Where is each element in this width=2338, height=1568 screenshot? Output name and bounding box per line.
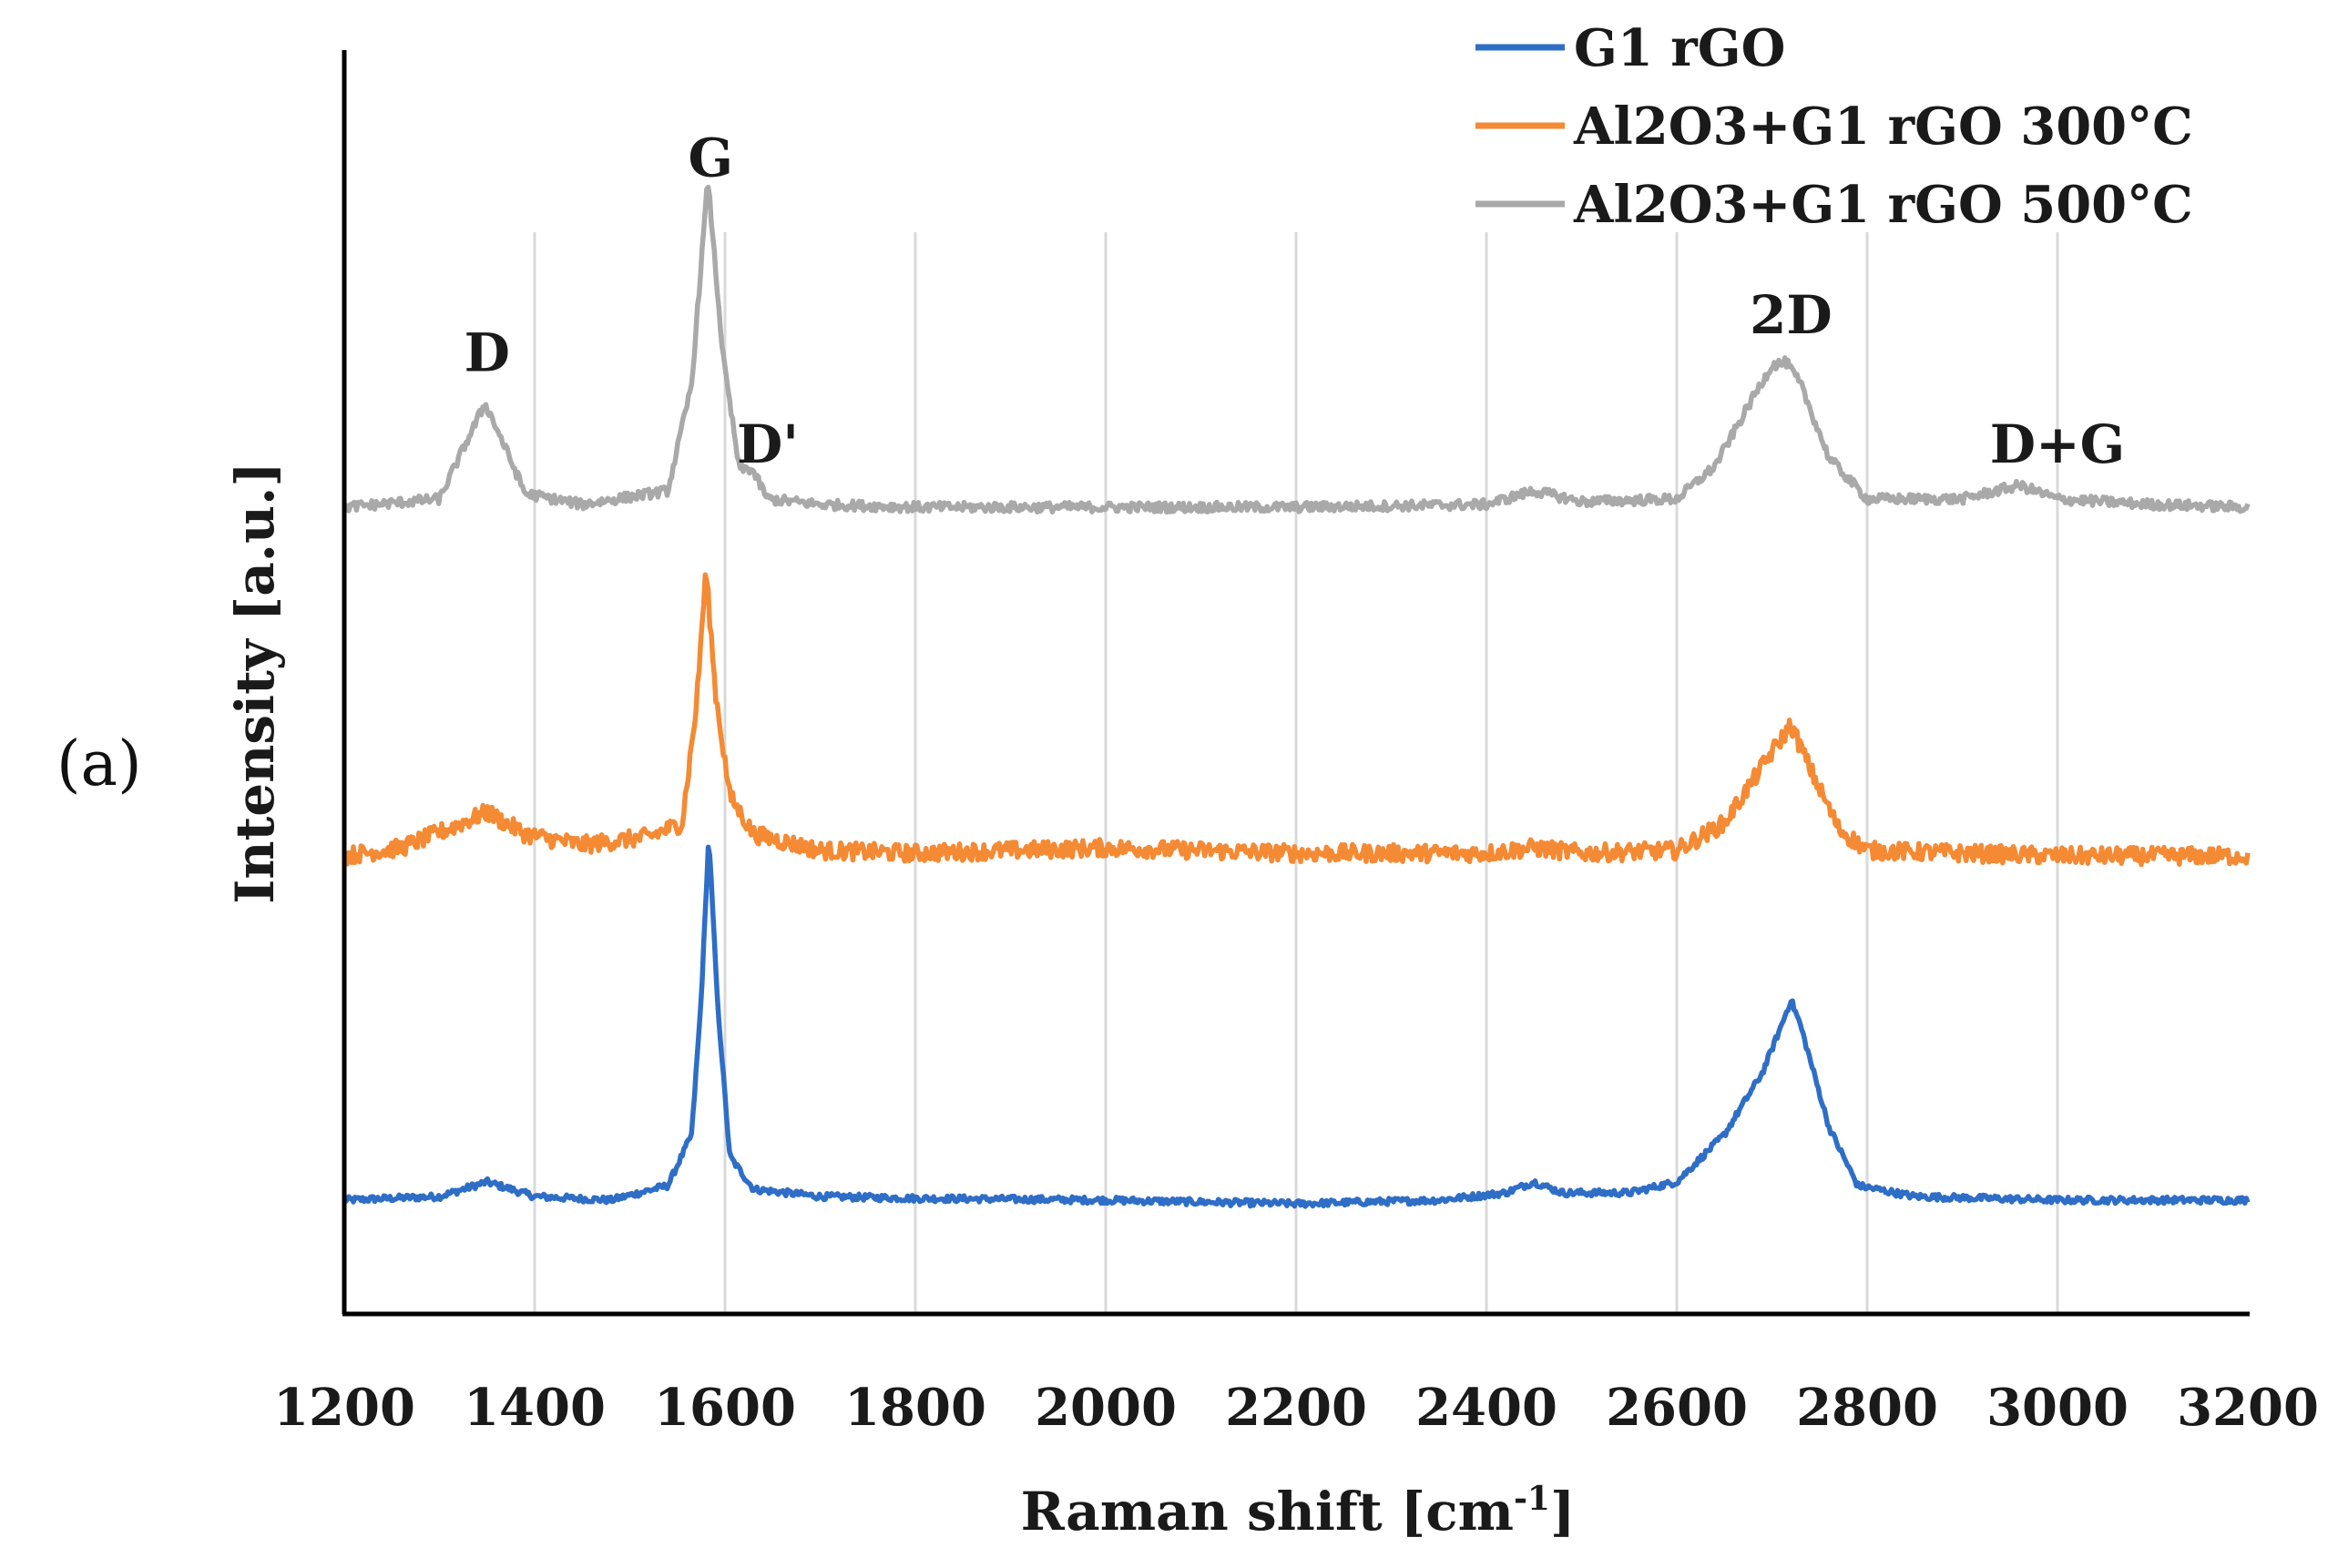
legend-label: Al2O3+G1 rGO 500°C <box>1573 175 2193 235</box>
legend-label: Al2O3+G1 rGO 300°C <box>1573 97 2193 157</box>
x-tick-label: 1200 <box>273 1378 415 1438</box>
x-tick-label: 3000 <box>1986 1378 2129 1438</box>
x-tick-label: 2000 <box>1035 1378 1177 1438</box>
x-axis-label: Raman shift [cm-1] <box>1021 1480 1576 1543</box>
x-tick-label: 1400 <box>464 1378 606 1438</box>
series-line <box>342 572 2251 868</box>
peak-label: D+G <box>1990 413 2125 475</box>
x-tick-label: 3200 <box>2177 1378 2319 1438</box>
x-tick-label: 2800 <box>1796 1378 1938 1438</box>
peak-label: G <box>689 127 734 189</box>
x-tick-label: 2200 <box>1225 1378 1367 1438</box>
x-tick-label: 1600 <box>654 1378 796 1438</box>
peak-label: D' <box>737 413 799 475</box>
y-axis-label: Intensity [a.u.] <box>224 462 286 904</box>
series-line <box>342 844 2251 1209</box>
x-gridlines <box>533 232 2059 1314</box>
x-axis-label-suffix: ] <box>1550 1481 1575 1543</box>
x-tick-label: 1800 <box>844 1378 986 1438</box>
legend-label: G1 rGO <box>1574 18 1785 78</box>
axes <box>342 50 2250 1317</box>
series-line <box>342 184 2251 515</box>
x-tick-label: 2600 <box>1606 1378 1748 1438</box>
x-tick-labels: 1200 1400 1600 1800 2000 2200 2400 2600 2800 3000… <box>273 1378 2319 1438</box>
peak-labels: D G D' 2D D+G <box>465 127 2126 475</box>
legend: G1 rGO Al2O3+G1 rGO 300°C Al2O3+G1 rGO 500… <box>1475 18 2193 235</box>
peak-label: D <box>465 322 510 384</box>
spectra <box>342 184 2251 1209</box>
x-tick-label: 2400 <box>1415 1378 1557 1438</box>
panel-label: (a) <box>56 728 142 800</box>
x-axis-label-main: Raman shift [cm <box>1021 1481 1514 1543</box>
x-axis-label-sup: -1 <box>1514 1480 1550 1518</box>
peak-label: 2D <box>1750 284 1833 346</box>
